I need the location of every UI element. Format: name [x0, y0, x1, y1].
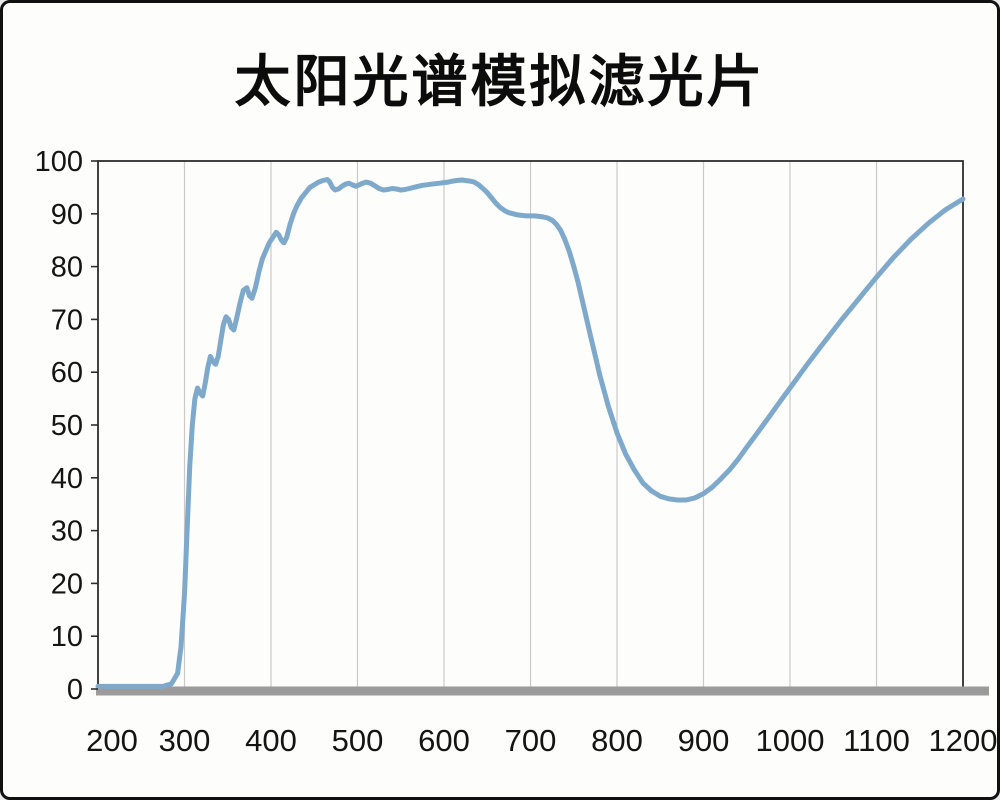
x-tick-label: 300 [159, 723, 211, 758]
y-tick-label: 70 [51, 304, 83, 336]
y-tick-label: 90 [51, 199, 83, 231]
x-tick-label: 900 [678, 723, 730, 758]
y-tick-label: 80 [51, 252, 83, 284]
y-tick-label: 50 [51, 410, 83, 442]
x-tick-label: 500 [332, 723, 384, 758]
x-tick-label: 700 [505, 723, 557, 758]
y-tick-label: 0 [67, 674, 83, 706]
x-tick-label: 600 [418, 723, 470, 758]
y-tick-label: 10 [51, 621, 83, 653]
y-tick-label: 60 [51, 357, 83, 389]
y-tick-label: 20 [51, 568, 83, 600]
x-tick-label: 1200 [929, 723, 997, 758]
x-tick-label: 800 [591, 723, 643, 758]
chart-title: 太阳光谱模拟滤光片 [234, 50, 766, 113]
y-tick-label: 100 [35, 146, 83, 178]
y-tick-label: 40 [51, 463, 83, 495]
x-tick-label: 1000 [756, 723, 825, 758]
x-tick-label: 1100 [843, 723, 910, 758]
transmission-curve [95, 177, 966, 689]
y-tick-label: 30 [51, 516, 83, 548]
transmission-line-chart: 0 10 20 30 40 50 60 70 80 90 100 200 300 400 500 600 700… [35, 146, 997, 758]
x-tick-label: 400 [245, 723, 297, 758]
x-tick-label: 200 [86, 723, 138, 758]
